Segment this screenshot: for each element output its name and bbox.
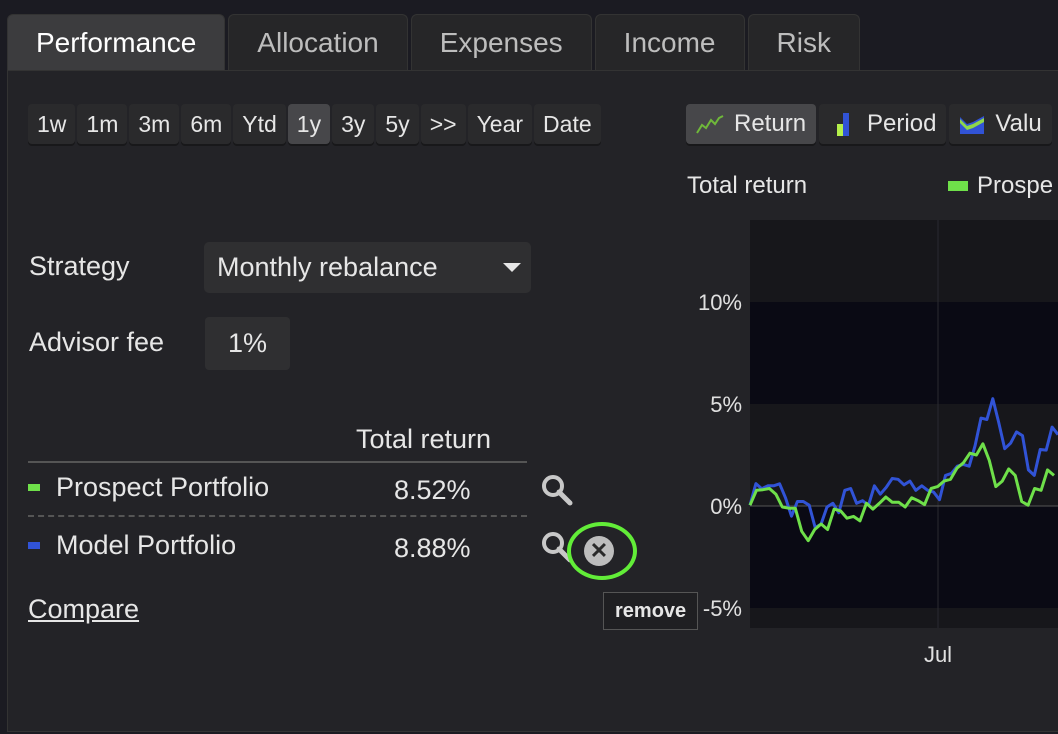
advisor-fee-label: Advisor fee [29,327,165,357]
view-value-label: Valu [995,110,1042,137]
strategy-label: Strategy [29,251,130,281]
plot-band [750,506,1058,608]
legend-swatch [948,181,968,191]
prospect-swatch [28,484,40,491]
view-period-label: Period [867,110,937,137]
portfolio-name: Prospect Portfolio [56,472,270,502]
view-return-label: Return [734,110,807,137]
view-return-button[interactable]: Return [686,104,817,144]
y-tick-label: 10% [698,290,742,315]
portfolio-row-model: Model Portfolio [28,530,236,561]
range-selector: 1w 1m 3m 6m Ytd 1y 3y 5y >> Year Date [28,104,601,144]
range-1m[interactable]: 1m [77,104,128,144]
model-swatch [28,542,40,549]
x-tick-label: Jul [924,642,952,667]
chart-title: Total return [687,172,808,199]
portfolio-row-prospect: Prospect Portfolio [28,472,269,503]
tab-risk[interactable]: Risk [747,14,860,70]
y-tick-label: 5% [710,392,742,417]
portfolio-return: 8.88% [394,533,471,563]
total-return-header: Total return [356,424,492,454]
search-icon[interactable] [540,473,574,507]
range-6m[interactable]: 6m [181,104,232,144]
area-chart-icon [960,116,985,134]
strategy-value: Monthly rebalance [217,252,438,282]
view-period-button[interactable]: Period [819,104,947,144]
divider [28,461,527,463]
bar-chart-icon [837,113,850,136]
strategy-select[interactable]: Monthly rebalance [204,242,531,293]
range-more[interactable]: >> [420,104,466,144]
range-3y[interactable]: 3y [332,104,375,144]
series-line-model-portfolio [748,397,1058,530]
range-ytd[interactable]: Ytd [233,104,286,144]
legend-label: Prospe [977,172,1054,199]
chevron-down-icon [503,263,521,272]
advisor-fee-input[interactable]: 1% [205,317,290,370]
range-3m[interactable]: 3m [129,104,180,144]
line-chart-icon [696,115,724,134]
range-1y[interactable]: 1y [287,104,331,144]
y-tick-label: 0% [710,494,742,519]
highlight-ring [567,522,637,580]
y-tick-label: -5% [703,596,742,621]
tab-bar: Performance Allocation Expenses Income R… [7,14,860,70]
plot-band [750,302,1058,404]
tab-allocation[interactable]: Allocation [228,14,408,70]
return-chart: 10% 5% 0% -5% Jul [698,220,1058,667]
view-value-button[interactable]: Valu [949,104,1052,144]
series-line-prospect-portfolio [748,442,1055,543]
divider-dashed [28,515,527,517]
range-5y[interactable]: 5y [376,104,419,144]
portfolio-return: 8.52% [394,475,471,505]
view-selector: Return Period Valu [686,104,1052,144]
tab-expenses[interactable]: Expenses [410,14,592,70]
portfolio-name: Model Portfolio [56,530,237,560]
chart-legend: Prospe [948,172,1053,200]
range-1w[interactable]: 1w [28,104,76,144]
tab-income[interactable]: Income [594,14,745,70]
remove-tooltip: remove [603,592,699,630]
range-date[interactable]: Date [534,104,601,144]
tab-performance[interactable]: Performance [7,14,226,70]
compare-link[interactable]: Compare [28,594,140,624]
range-year[interactable]: Year [467,104,533,144]
